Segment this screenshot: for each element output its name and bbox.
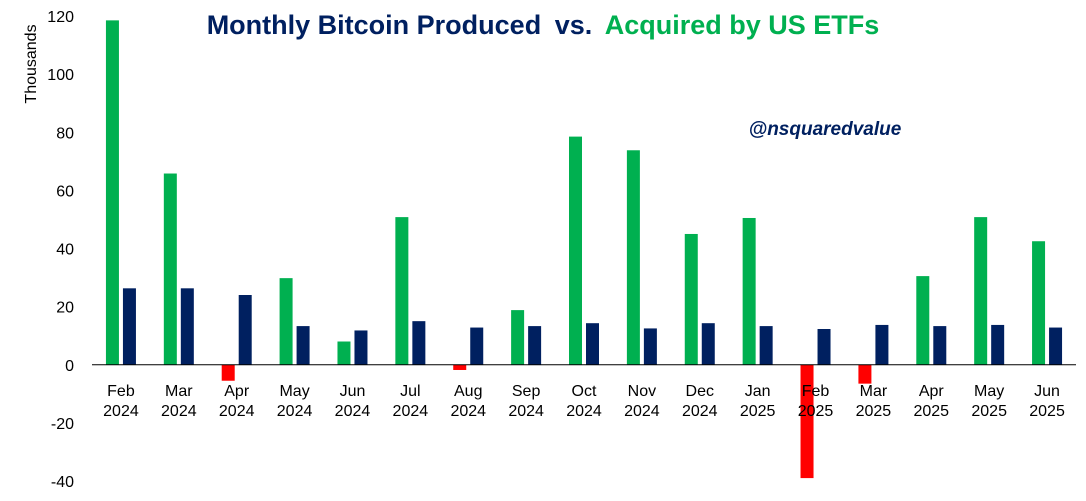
x-tick-month: Feb — [802, 383, 830, 400]
chart-title: Monthly Bitcoin Produced vs. Acquired by… — [207, 10, 880, 40]
x-tick-year: 2025 — [856, 403, 892, 420]
x-tick-year: 2024 — [624, 403, 660, 420]
bar-acquired — [742, 217, 756, 365]
y-tick-label: -40 — [51, 474, 74, 491]
x-tick-year: 2024 — [450, 403, 486, 420]
bar-acquired — [800, 364, 814, 479]
x-tick-month: Dec — [686, 383, 714, 400]
x-tick-year: 2025 — [740, 403, 776, 420]
bar-produced — [933, 326, 947, 365]
y-axis-ticks: -40 -20 0 20 40 60 80 100 120 — [47, 9, 74, 491]
bar-produced — [759, 326, 773, 365]
bar-acquired — [684, 233, 698, 365]
x-tick-month: Jan — [745, 383, 771, 400]
bar-acquired — [163, 173, 177, 365]
y-tick-label: 100 — [47, 67, 74, 84]
bar-produced — [701, 323, 715, 365]
x-tick-month: Jun — [340, 383, 366, 400]
x-tick-year: 2024 — [393, 403, 429, 420]
bar-produced — [296, 326, 310, 365]
x-tick-year: 2024 — [682, 403, 718, 420]
bar-produced — [991, 324, 1005, 365]
bar-produced — [528, 326, 542, 365]
bar-acquired — [626, 150, 640, 365]
x-tick-month: Feb — [107, 383, 135, 400]
bar-acquired — [453, 364, 467, 370]
x-tick-year: 2024 — [103, 403, 139, 420]
x-tick-month: Apr — [224, 383, 250, 400]
y-tick-label: 120 — [47, 9, 74, 26]
x-tick-year: 2025 — [913, 403, 949, 420]
chart-title-vs: vs. — [555, 10, 593, 40]
bar-produced — [817, 329, 831, 365]
bar-produced — [1049, 327, 1063, 365]
x-tick-year: 2024 — [161, 403, 197, 420]
x-tick-year: 2025 — [971, 403, 1007, 420]
x-tick-year: 2025 — [1029, 403, 1065, 420]
x-tick-year: 2025 — [798, 403, 834, 420]
chart-title-produced: Monthly Bitcoin Produced — [207, 10, 542, 40]
x-tick-month: Apr — [919, 383, 945, 400]
x-tick-year: 2024 — [566, 403, 602, 420]
bar-acquired — [569, 136, 582, 365]
x-tick-year: 2024 — [508, 403, 544, 420]
watermark: @nsquaredvalue — [749, 119, 902, 140]
bar-produced — [122, 288, 136, 365]
x-axis-ticks: Feb 2024 Mar 2024 Apr 2024 May 2024 Jun 2024 Jul 20… — [103, 383, 1065, 420]
bar-produced — [643, 328, 657, 365]
bar-produced — [354, 330, 368, 365]
x-tick-month: May — [974, 383, 1004, 400]
y-tick-label: 0 — [65, 358, 74, 375]
x-tick-month: Oct — [572, 383, 597, 400]
x-tick-month: Mar — [165, 383, 193, 400]
bar-acquired — [916, 276, 930, 365]
bar-produced — [875, 324, 889, 365]
x-tick-month: Nov — [628, 383, 656, 400]
bar-produced — [180, 288, 194, 365]
bar-produced — [412, 321, 426, 365]
bar-acquired — [1032, 241, 1046, 365]
bar-acquired — [511, 310, 525, 365]
x-tick-year: 2024 — [335, 403, 371, 420]
bar-acquired — [337, 341, 351, 365]
x-tick-month: Jul — [400, 383, 420, 400]
bars — [105, 20, 1063, 479]
bar-acquired — [279, 278, 293, 365]
y-tick-label: 60 — [56, 183, 74, 200]
y-tick-label: -20 — [51, 416, 74, 433]
y-tick-label: 40 — [56, 242, 74, 259]
chart-y-axis-label: Thousands — [23, 24, 40, 103]
x-tick-year: 2024 — [277, 403, 313, 420]
bar-produced — [238, 295, 252, 365]
bar-acquired — [105, 20, 119, 365]
y-tick-label: 20 — [56, 300, 74, 317]
chart-title-acquired: Acquired by US ETFs — [605, 10, 880, 40]
x-tick-month: Mar — [860, 383, 888, 400]
bar-acquired — [974, 217, 988, 365]
x-tick-month: May — [279, 383, 309, 400]
x-tick-month: Jun — [1034, 383, 1060, 400]
bar-produced — [586, 323, 599, 365]
y-tick-label: 80 — [56, 125, 74, 142]
x-tick-year: 2024 — [219, 403, 255, 420]
bar-acquired — [858, 364, 872, 384]
bar-acquired — [221, 364, 235, 381]
bar-acquired — [395, 217, 409, 365]
bar-produced — [470, 327, 484, 365]
x-tick-month: Sep — [512, 383, 541, 400]
x-tick-month: Aug — [454, 383, 482, 400]
